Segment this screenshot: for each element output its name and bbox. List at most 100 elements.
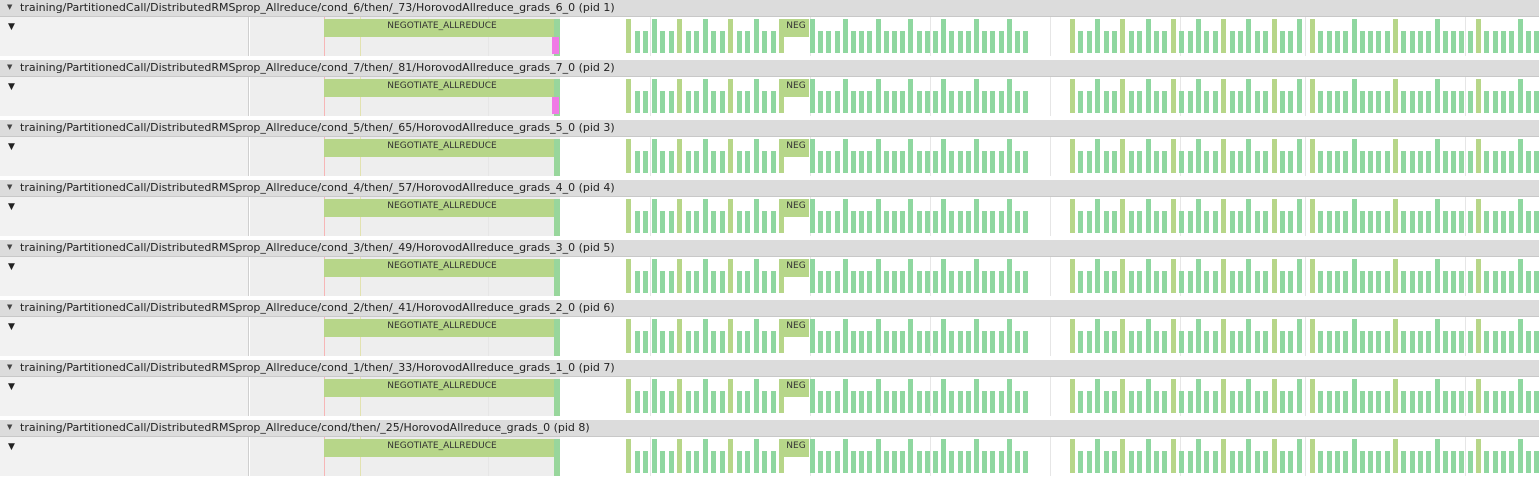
event-bar[interactable]: [1128, 211, 1134, 233]
event-bar[interactable]: [1417, 31, 1423, 53]
event-bar[interactable]: [1343, 31, 1349, 53]
event-bar[interactable]: [1229, 271, 1235, 293]
event-bar[interactable]: [668, 91, 674, 113]
event-bar[interactable]: [1334, 91, 1340, 113]
event-bar[interactable]: [1170, 379, 1176, 413]
event-bar[interactable]: [694, 331, 699, 353]
event-bar[interactable]: [626, 379, 631, 413]
event-bar[interactable]: [634, 31, 640, 53]
event-bar[interactable]: [1409, 271, 1415, 293]
event-bar[interactable]: [779, 19, 784, 53]
event-bar[interactable]: [1326, 151, 1332, 173]
event-bar[interactable]: [1271, 259, 1277, 293]
event-bar[interactable]: [826, 391, 832, 413]
event-bar[interactable]: [711, 271, 716, 293]
event-bar[interactable]: [1500, 211, 1506, 233]
event-bar[interactable]: [1162, 31, 1168, 53]
event-bar[interactable]: [1120, 439, 1126, 473]
event-bar[interactable]: [762, 31, 767, 53]
event-bar[interactable]: [660, 91, 665, 113]
event-bar[interactable]: [875, 79, 881, 113]
event-bar[interactable]: [1393, 199, 1398, 233]
event-bar[interactable]: [1128, 271, 1134, 293]
event-bar[interactable]: [1343, 151, 1349, 173]
event-bar[interactable]: [810, 79, 815, 113]
event-bar[interactable]: [1310, 379, 1315, 413]
event-bar[interactable]: [1015, 31, 1020, 53]
event-bar[interactable]: [900, 271, 906, 293]
event-bar[interactable]: [842, 139, 848, 173]
event-bar[interactable]: [1162, 331, 1168, 353]
event-bar[interactable]: [1095, 439, 1101, 473]
event-bar[interactable]: [1246, 439, 1252, 473]
event-bar[interactable]: [1204, 331, 1210, 353]
event-bar[interactable]: [892, 211, 897, 233]
event-bar[interactable]: [1500, 31, 1506, 53]
event-bar[interactable]: [974, 439, 979, 473]
event-bar[interactable]: [1492, 451, 1498, 473]
event-bar[interactable]: [685, 31, 691, 53]
event-bar[interactable]: [1525, 151, 1531, 173]
process-header[interactable]: ▼ training/PartitionedCall/DistributedRMS…: [0, 180, 1539, 197]
event-bar[interactable]: [1517, 79, 1523, 113]
event-bar[interactable]: [1426, 271, 1432, 293]
event-bar[interactable]: [1409, 91, 1415, 113]
event-bar[interactable]: [859, 91, 865, 113]
event-bar[interactable]: [1393, 79, 1398, 113]
event-bar[interactable]: [1238, 91, 1243, 113]
event-bar[interactable]: [1459, 211, 1465, 233]
event-bar[interactable]: [1459, 391, 1465, 413]
event-bar[interactable]: [1229, 391, 1235, 413]
event-bar[interactable]: [762, 271, 767, 293]
event-bar[interactable]: [998, 151, 1004, 173]
event-bar[interactable]: [998, 331, 1004, 353]
event-bar[interactable]: [957, 151, 963, 173]
event-bar[interactable]: [1334, 151, 1340, 173]
collapse-triangle-icon[interactable]: ▼: [7, 63, 13, 71]
event-bar[interactable]: [900, 331, 906, 353]
event-bar[interactable]: [810, 19, 815, 53]
event-bar[interactable]: [1120, 319, 1126, 353]
event-bar[interactable]: [1409, 211, 1415, 233]
event-bar[interactable]: [1221, 199, 1227, 233]
event-bar[interactable]: [1517, 379, 1523, 413]
event-bar[interactable]: [916, 211, 922, 233]
event-bar[interactable]: [762, 391, 767, 413]
event-bar[interactable]: [1310, 79, 1315, 113]
event-bar[interactable]: [1070, 199, 1075, 233]
event-bar[interactable]: [1204, 391, 1210, 413]
event-bar[interactable]: [1334, 451, 1340, 473]
event-bar[interactable]: [1120, 19, 1126, 53]
event-bar[interactable]: [736, 451, 742, 473]
event-bar[interactable]: [1451, 151, 1457, 173]
event-bar[interactable]: [867, 331, 873, 353]
event-bar[interactable]: [1070, 319, 1075, 353]
event-bar[interactable]: [1204, 91, 1210, 113]
event-bar[interactable]: [883, 391, 889, 413]
event-bar[interactable]: [883, 451, 889, 473]
event-bar[interactable]: [1070, 439, 1075, 473]
event-bar[interactable]: [660, 211, 665, 233]
event-bar[interactable]: [998, 31, 1004, 53]
event-bar[interactable]: [634, 451, 640, 473]
event-bar[interactable]: [1187, 331, 1193, 353]
event-bar[interactable]: [851, 331, 856, 353]
event-bar[interactable]: [1500, 271, 1506, 293]
event-bar[interactable]: [1128, 391, 1134, 413]
event-bar[interactable]: [851, 31, 856, 53]
event-bar[interactable]: [1442, 391, 1448, 413]
event-bar[interactable]: [851, 451, 856, 473]
event-bar[interactable]: [867, 451, 873, 473]
event-bar[interactable]: [634, 271, 640, 293]
event-bar[interactable]: [924, 391, 930, 413]
negotiate-slice-short[interactable]: NEG: [783, 199, 809, 217]
event-bar[interactable]: [711, 31, 716, 53]
event-bar[interactable]: [1384, 331, 1390, 353]
track-label[interactable]: ▼: [0, 437, 249, 476]
event-bar[interactable]: [1078, 271, 1084, 293]
event-bar[interactable]: [643, 391, 648, 413]
event-bar[interactable]: [1376, 391, 1382, 413]
event-bar[interactable]: [1368, 391, 1374, 413]
event-bar[interactable]: [694, 151, 699, 173]
event-bar[interactable]: [908, 199, 914, 233]
